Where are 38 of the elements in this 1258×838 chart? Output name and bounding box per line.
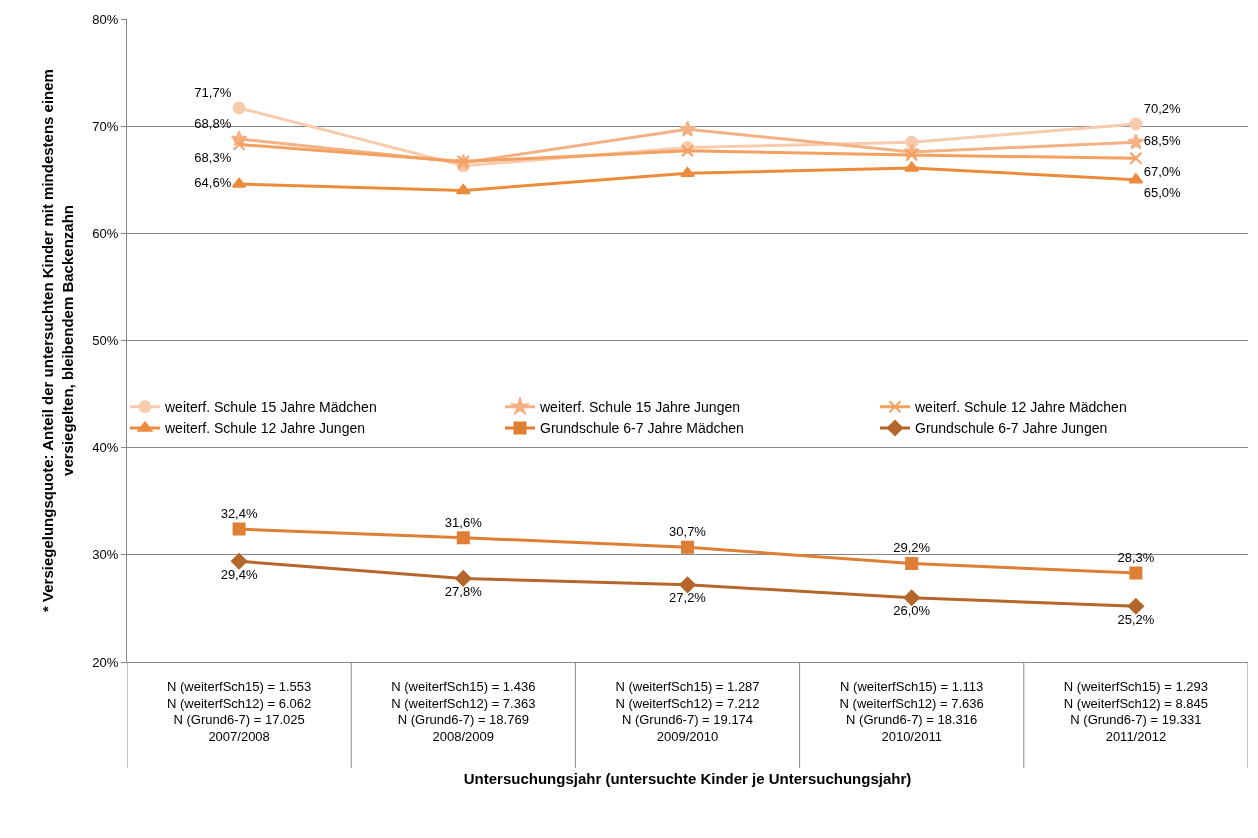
data-label: 29,2% — [893, 540, 931, 556]
data-label: 67,0% — [1143, 163, 1182, 179]
y-tick-label: 30% — [92, 547, 119, 563]
y-tick-label: 40% — [92, 440, 119, 456]
data-label: 68,5% — [1143, 133, 1182, 149]
data-label: 28,3% — [1117, 549, 1155, 565]
y-tick-label: 20% — [92, 654, 119, 670]
data-label: 25,2% — [1117, 611, 1155, 627]
data-label: 68,8% — [194, 115, 232, 131]
data-label: 27,2% — [669, 590, 707, 606]
x-tick-label: N (weiterfSch15) = 1.293 N (weiterfSch12) = 8.845 N (Grund6-7) = 19.331 2011/2012 — [1063, 678, 1208, 745]
x-tick-label: N (weiterfSch15) = 1.436 N (weiterfSch12) = 7.363 N (Grund6-7) = 18.769 2008/2009 — [391, 678, 536, 745]
y-axis-title: * Versiegelungsquote: Anteil der untersuchten Kinder mit mindestens einem versiegelten, bleibendem Backenzahn — [39, 69, 76, 612]
legend-label: Grundschule 6-7 Jahre Mädchen — [540, 420, 744, 437]
data-label: 65,0% — [1143, 185, 1182, 201]
legend-label: weiterf. Schule 12 Jahre Mädchen — [914, 399, 1127, 416]
x-tick-label: N (weiterfSch15) = 1.113 N (weiterfSch12) = 7.636 N (Grund6-7) = 18.316 2010/2011 — [839, 678, 984, 745]
data-label: 30,7% — [669, 524, 707, 540]
data-label: 26,0% — [893, 603, 931, 619]
data-label: 29,4% — [220, 566, 258, 582]
y-tick-label: 80% — [92, 11, 119, 27]
data-label: 32,4% — [220, 505, 258, 521]
data-label: 70,2% — [1143, 100, 1182, 116]
y-tick-label: 70% — [92, 118, 119, 134]
y-tick-label: 50% — [92, 333, 119, 349]
y-tick-label: 60% — [92, 225, 119, 241]
data-label: 68,3% — [194, 150, 232, 166]
x-axis-title: Untersuchungsjahr (untersuchte Kinder je Untersuchungsjahr) — [463, 770, 912, 788]
data-label: 71,7% — [194, 84, 232, 100]
legend-label: weiterf. Schule 15 Jahre Jungen — [539, 399, 741, 416]
x-tick-label: N (weiterfSch15) = 1.287 N (weiterfSch12) = 7.212 N (Grund6-7) = 19.174 2009/2010 — [615, 678, 760, 745]
data-label: 31,6% — [444, 514, 483, 530]
data-label: 27,8% — [444, 584, 483, 600]
data-label: 64,6% — [194, 175, 232, 191]
x-tick-label: N (weiterfSch15) = 1.553 N (weiterfSch12) = 6.062 N (Grund6-7) = 17.025 2007/2008 — [167, 678, 312, 745]
legend-label: Grundschule 6-7 Jahre Jungen — [915, 420, 1108, 437]
legend-label: weiterf. Schule 15 Jahre Mädchen — [164, 399, 377, 416]
legend-label: weiterf. Schule 12 Jahre Jungen — [164, 420, 366, 437]
